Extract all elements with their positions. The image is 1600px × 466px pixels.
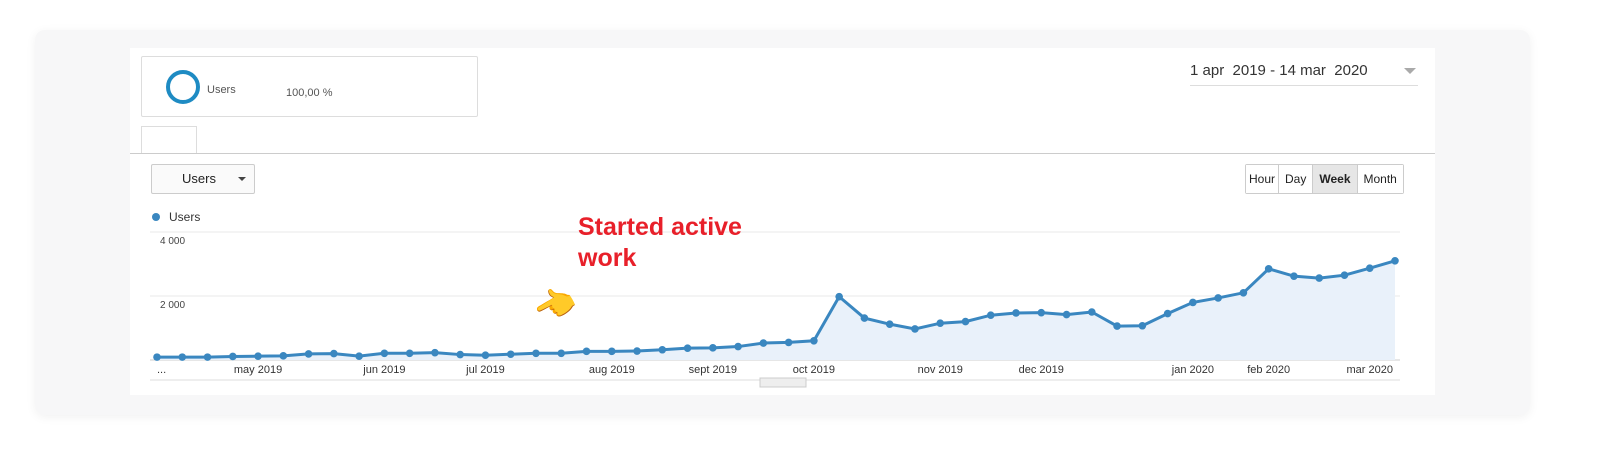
x-tick-label: ... <box>157 364 166 376</box>
point <box>1037 308 1046 317</box>
legend-dot <box>152 213 160 221</box>
point <box>203 353 212 361</box>
metric-dropdown[interactable]: Users <box>151 164 255 194</box>
point <box>532 349 540 358</box>
point <box>431 348 439 357</box>
caret <box>1404 68 1416 74</box>
tab[interactable] <box>141 126 197 154</box>
point <box>709 344 717 352</box>
point <box>759 339 768 347</box>
annotation: Started active work <box>577 213 742 272</box>
granularity-button[interactable]: Week <box>1312 165 1357 193</box>
point <box>304 350 313 358</box>
date-end: - 14 mar 2020 <box>1265 62 1368 79</box>
legend-label: Users <box>169 210 200 224</box>
scroll-handle <box>759 377 807 388</box>
x-tick-label: jun 2019 <box>362 364 405 376</box>
point <box>810 337 818 345</box>
point <box>860 314 869 322</box>
point <box>885 320 894 328</box>
point <box>153 353 161 361</box>
x-tick-label: mar 2020 <box>1346 364 1392 376</box>
point <box>557 349 566 358</box>
y-tick-label: 2 000 <box>160 300 185 311</box>
point <box>456 350 464 359</box>
point <box>1365 264 1374 272</box>
point <box>658 345 667 354</box>
point <box>1088 308 1096 316</box>
point <box>481 351 490 360</box>
point <box>1113 322 1121 330</box>
point <box>1391 257 1399 265</box>
granularity-button[interactable]: Day <box>1278 165 1313 193</box>
point <box>683 344 692 352</box>
point <box>633 347 641 355</box>
metric-ring <box>166 70 200 104</box>
point <box>355 352 363 360</box>
point <box>582 347 591 356</box>
point <box>1163 309 1172 318</box>
x-tick-label: jan 2020 <box>1171 364 1214 376</box>
point <box>936 319 945 328</box>
point <box>279 352 288 360</box>
point <box>254 352 262 360</box>
x-tick-label: jul 2019 <box>465 364 505 376</box>
point <box>784 338 793 347</box>
granularity-buttons: Hour Day Week Month <box>1245 164 1404 194</box>
x-tick-label: feb 2020 <box>1247 364 1290 376</box>
point <box>1214 294 1222 302</box>
point <box>1189 298 1197 307</box>
point <box>911 325 919 333</box>
point <box>1315 274 1324 282</box>
area <box>157 260 1395 360</box>
point <box>734 342 742 351</box>
metric-share: 100,00 % <box>286 87 333 99</box>
granularity-button[interactable]: Hour <box>1246 165 1279 193</box>
x-tick-label: oct 2019 <box>793 364 835 376</box>
x-tick-label: dec 2019 <box>1019 364 1064 376</box>
y-tick-label: 4 000 <box>160 236 185 247</box>
point <box>986 311 995 320</box>
x-tick-label: nov 2019 <box>918 364 963 376</box>
point <box>835 292 843 301</box>
x-tick-label: may 2019 <box>234 364 282 376</box>
point <box>330 349 338 358</box>
point <box>405 349 414 358</box>
point <box>1062 310 1071 319</box>
x-tick-label: sept 2019 <box>689 364 737 376</box>
metric-name: Users <box>207 84 236 96</box>
line <box>157 259 1396 359</box>
x-tick-label: aug 2019 <box>589 364 635 376</box>
point <box>178 353 187 361</box>
point <box>1012 309 1020 317</box>
point <box>961 317 970 326</box>
point <box>607 347 616 356</box>
point <box>506 350 515 359</box>
point <box>228 352 237 361</box>
point <box>1239 289 1248 297</box>
point <box>1340 271 1349 280</box>
point <box>1290 272 1298 280</box>
point <box>1138 321 1147 330</box>
pointer-emoji: 👈 <box>527 279 583 333</box>
date-start: 1 apr 2019 <box>1190 62 1266 79</box>
point <box>380 349 389 358</box>
divider <box>130 153 1435 154</box>
dropdown-label: Users <box>182 171 216 186</box>
granularity-button[interactable]: Month <box>1356 165 1403 193</box>
point <box>1264 265 1273 273</box>
caret <box>238 177 246 181</box>
date-range[interactable]: 1 apr 2019 - 14 mar 2020 <box>1190 62 1418 86</box>
